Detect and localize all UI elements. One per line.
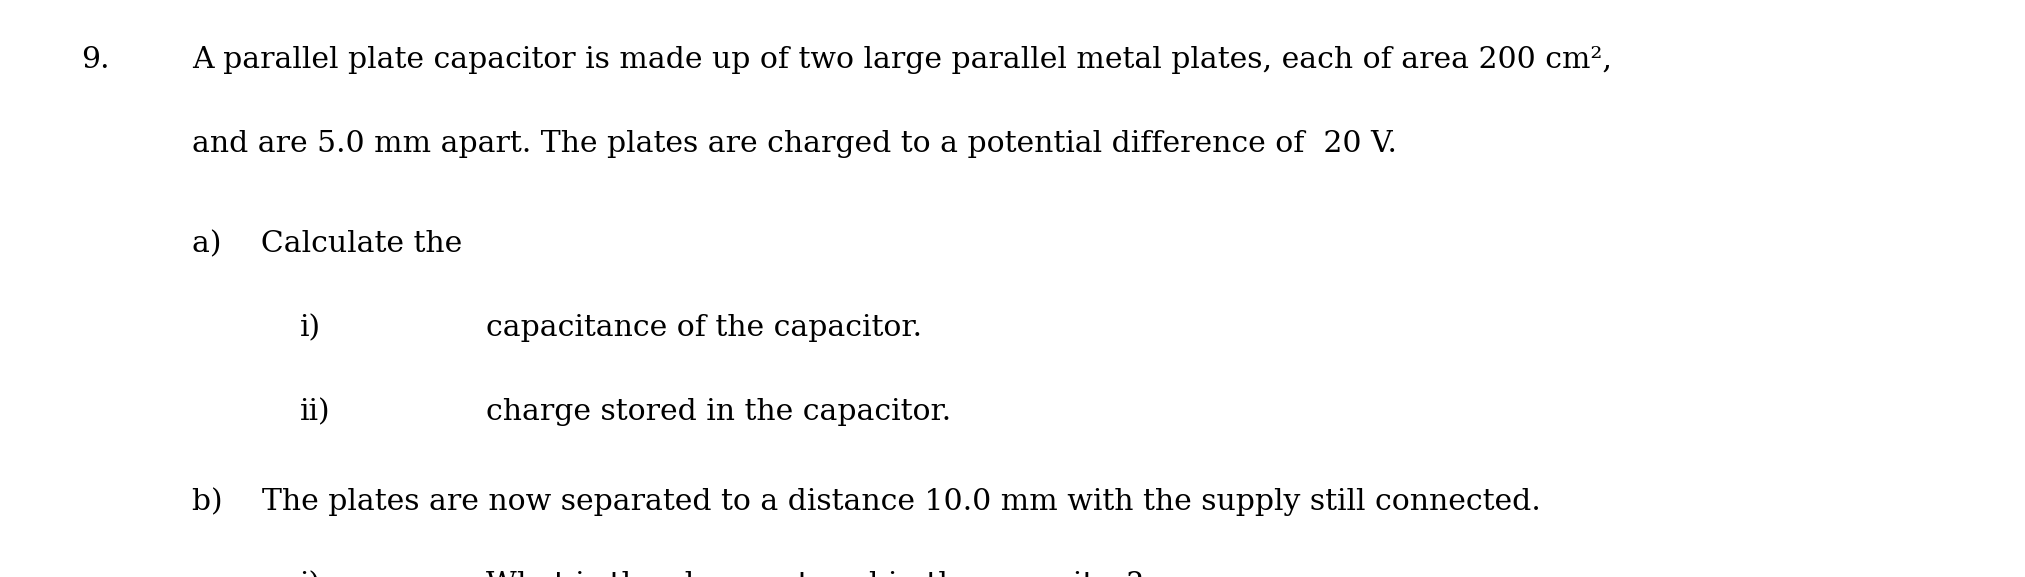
Text: i): i) bbox=[300, 314, 320, 343]
Text: and are 5.0 mm apart. The plates are charged to a potential difference of  20 V.: and are 5.0 mm apart. The plates are cha… bbox=[192, 130, 1397, 158]
Text: a)  Calculate the: a) Calculate the bbox=[192, 231, 462, 259]
Text: i): i) bbox=[300, 571, 320, 577]
Text: A parallel plate capacitor is made up of two large parallel metal plates, each o: A parallel plate capacitor is made up of… bbox=[192, 46, 1612, 74]
Text: charge stored in the capacitor.: charge stored in the capacitor. bbox=[486, 398, 952, 426]
Text: capacitance of the capacitor.: capacitance of the capacitor. bbox=[486, 314, 921, 343]
Text: ii): ii) bbox=[300, 398, 330, 426]
Text: 9.: 9. bbox=[81, 46, 109, 74]
Text: What is the charge stored in the capacitor?: What is the charge stored in the capacit… bbox=[486, 571, 1142, 577]
Text: b)  The plates are now separated to a distance 10.0 mm with the supply still con: b) The plates are now separated to a dis… bbox=[192, 488, 1541, 516]
